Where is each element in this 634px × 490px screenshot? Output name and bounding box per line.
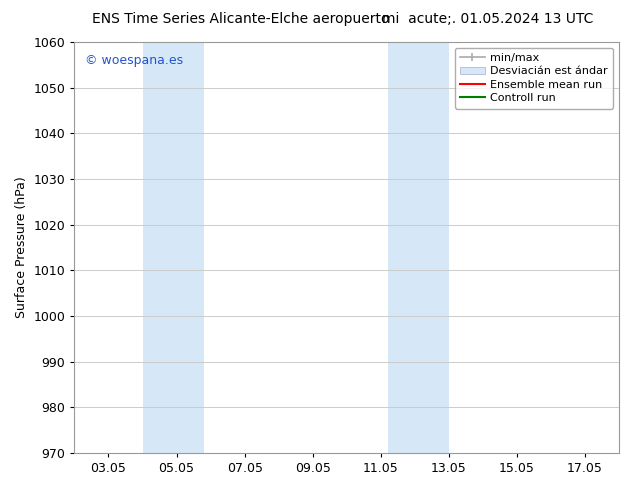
Text: ENS Time Series Alicante-Elche aeropuerto: ENS Time Series Alicante-Elche aeropuert… [92, 12, 390, 26]
Y-axis label: Surface Pressure (hPa): Surface Pressure (hPa) [15, 176, 28, 318]
Bar [387, 42, 449, 453]
Text: mi  acute;. 01.05.2024 13 UTC: mi acute;. 01.05.2024 13 UTC [382, 12, 594, 26]
Text: © woespana.es: © woespana.es [86, 54, 183, 68]
Legend: min/max, Desviacián est ándar, Ensemble mean run, Controll run: min/max, Desviacián est ándar, Ensemble … [455, 48, 614, 109]
Bar [143, 42, 204, 453]
